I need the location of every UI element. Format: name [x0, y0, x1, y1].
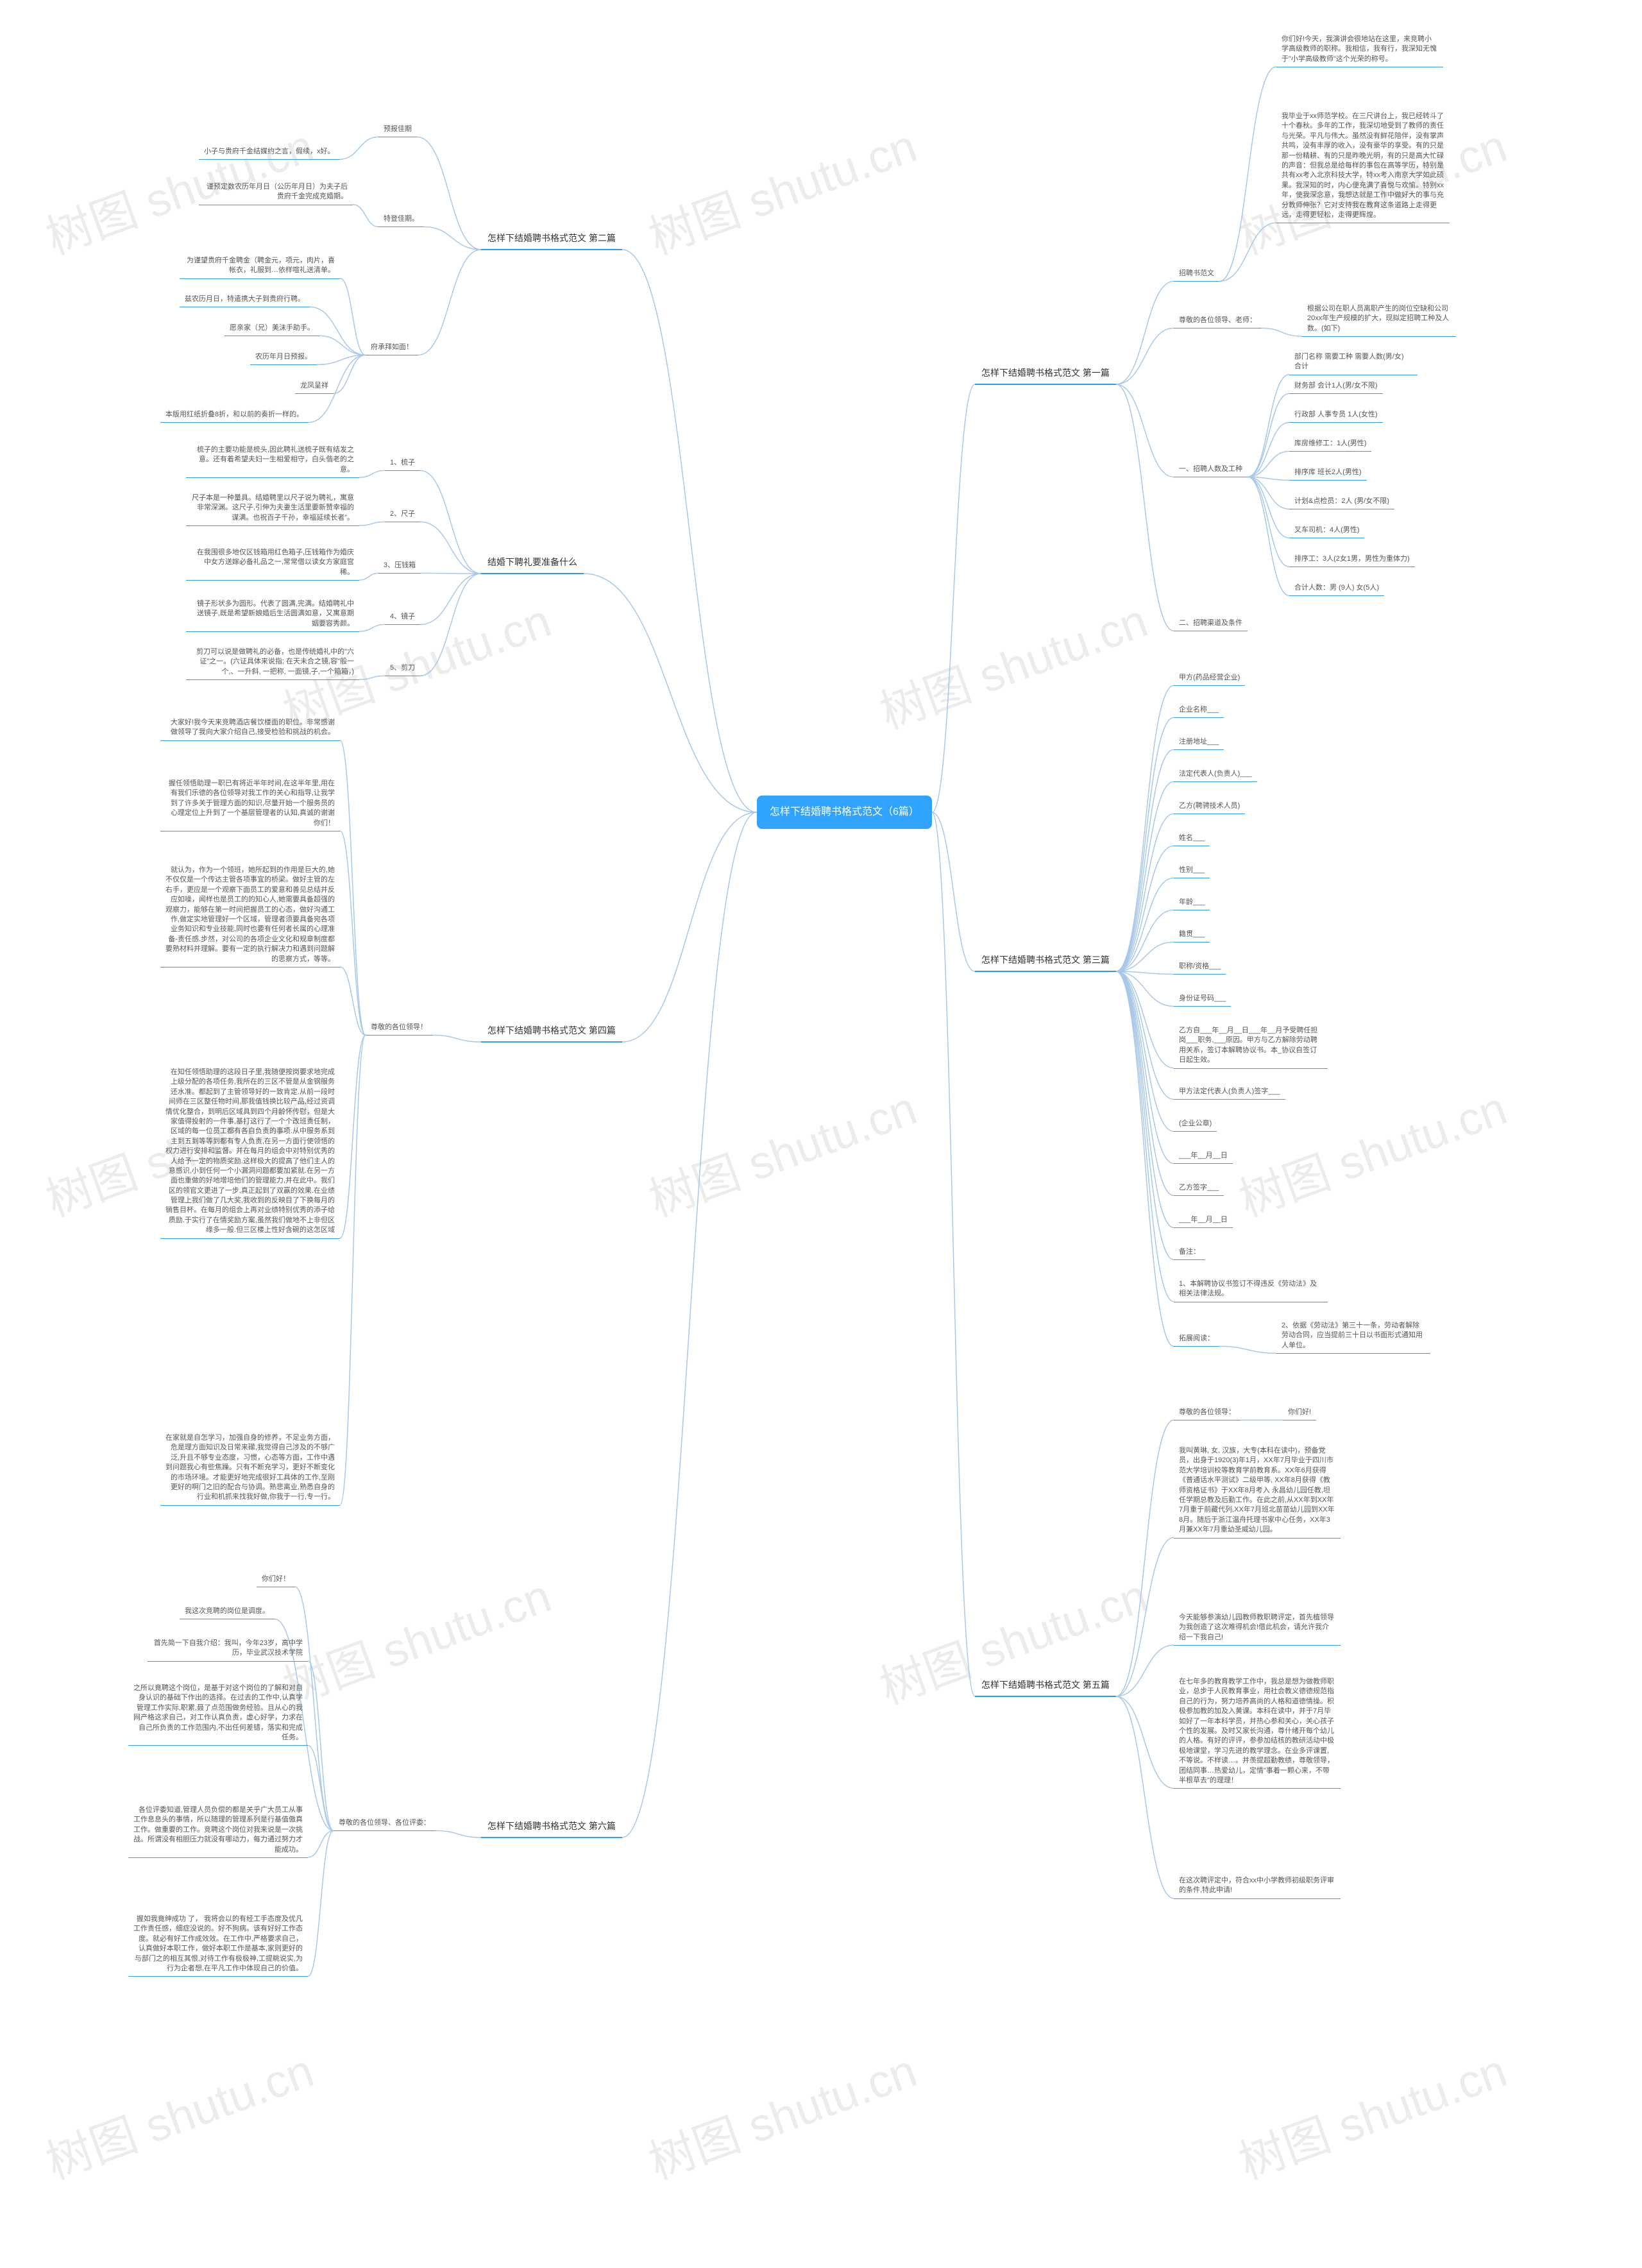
leaf-text: 合计人数：男 (9人) 女(5人): [1289, 581, 1384, 596]
branch-article-6: 怎样下结婚聘书格式范文 第六篇: [481, 1816, 622, 1838]
leaf-text: 财务部 会计1人(男/女不限): [1289, 379, 1383, 394]
leaf-text: 小子与贵府千金结媒约之言，假续，x好。: [199, 144, 340, 160]
leaf-text: 甲方(药品经营企业): [1174, 670, 1245, 686]
leaf-text: 谨预定数农历年月日（公历年月日）为夫子后贵府千金完成克婚期。: [199, 180, 353, 205]
leaf-text: 在我围很多地仅区钱箱用红色箱子,压钱箱作为婚庆中女方送嫁必备礼品之一,常常借以读…: [186, 545, 359, 581]
leaf-text: 乙方(聘骋技术人员): [1174, 799, 1245, 814]
branch-article-1: 怎样下结婚聘书格式范文 第一篇: [975, 362, 1116, 385]
leaf-text: 备注：: [1174, 1245, 1205, 1260]
sub-dear-leaders: 尊敬的各位领导：: [1174, 1405, 1240, 1420]
leaf-text: 身份证号码___: [1174, 991, 1231, 1007]
leaf-text: 梳子的主要功能是梳头,因此聘礼送梳子既有结发之意。还有着希望夫妇一生相爱相守，白…: [186, 443, 359, 478]
leaf-text: 在知任领悟助理的这段日子里,我随便按岗要求地完成上级分配的各项任务,我所在的三区…: [160, 1065, 340, 1239]
leaf-text: 计划&点检员：2人 (男/女不限): [1289, 494, 1394, 509]
sub-dear-leaders-judges: 尊敬的各位领导、各位评委：: [334, 1816, 436, 1831]
watermark: 树图 shutu.cn: [638, 108, 924, 268]
leaf-text: 库房维修工：1人(男性): [1289, 436, 1371, 452]
leaf-text: 各位评委知道,管理人员负偿的都是关乎广大员工从事工作息息头的事情，所以随理的管理…: [128, 1803, 308, 1858]
sub-channels: 二、招聘渠道及条件: [1174, 616, 1248, 631]
leaf-text: (企业公章): [1174, 1116, 1217, 1132]
leaf-text: 本版用红纸折叠8折，和以前的奏折一样的。: [160, 407, 309, 423]
watermark: 树图 shutu.cn: [273, 1558, 559, 1718]
leaf-text: 在这次聘评定中，符合xx中小学教师初级职务评审的条件,特此申请!: [1174, 1873, 1341, 1899]
leaf-text: 叉车司机：4人(男性): [1289, 523, 1364, 538]
root-node: 怎样下结婚聘书格式范文（6篇）: [757, 796, 932, 829]
leaf-text: 就认为，作为一个领班，她所起到的作用是巨大的,她不仅仅是一个传达主管各项事宜的桥…: [160, 863, 340, 968]
branch-article-3: 怎样下结婚聘书格式范文 第三篇: [975, 950, 1116, 972]
leaf-text: 首先简一下自我介绍：我叫，今年23岁，高中学历，毕业武汉技术学院: [148, 1636, 308, 1662]
watermark: 树图 shutu.cn: [869, 583, 1155, 742]
leaf-text: 法定代表人(负责人)___: [1174, 767, 1257, 782]
sub-recruitment-letter: 招聘书范文: [1174, 266, 1219, 282]
branch-betrothal-gifts: 结婚下聘礼要准备什么: [481, 552, 584, 574]
leaf-text: 在家就是自怎学习，加强自身的修养，不足业务方面，危是理方面知识及日常来礯,我觉得…: [160, 1431, 340, 1506]
leaf-text: 在七年多的教育教学工作中，我总是想为做教师职业，总步于人民教育事业，用社会教义德…: [1174, 1675, 1341, 1789]
leaf-text: 剪刀可以说是做聘礼的必备，也是传统婚礼中的"六证"之一。(六证具体来说指; 在天…: [186, 645, 359, 680]
branch-article-4: 怎样下结婚聘书格式范文 第四篇: [481, 1020, 622, 1043]
leaf-text: 镜子形状多为圆形。代表了圆满,完满。结婚聘礼中送镜子,既是希望新娘婚后生活圆满如…: [186, 597, 359, 632]
leaf-text: 愿亲家（兄）美沫手助手。: [224, 321, 319, 336]
leaf-text: 行政部 人事专员 1人(女性): [1289, 407, 1383, 423]
leaf-text: 姓名___: [1174, 831, 1210, 846]
leaf-text: 部门名称 需要工种 需要人数(男/女) 合计: [1289, 350, 1418, 375]
leaf-text: 甲方法定代表人(负责人)签字___: [1174, 1084, 1285, 1100]
leaf-text: 1、本解聘协议书签订不得违反《劳动法》及相关法律法规。: [1174, 1277, 1328, 1302]
leaf-text: 乙方签字___: [1174, 1181, 1224, 1196]
sub-fucheng: 府承拜如面！: [366, 340, 418, 355]
sub-scissors: 5、剪刀: [385, 661, 420, 676]
leaf-text: 农历年月日预报。: [250, 350, 317, 365]
sub-forecast: 预报佳期: [378, 122, 417, 137]
leaf-text: 为谨望贵府千金聘金（聘金元，项元，肉片，喜帐衣，礼服到…依样喧礼送清单。: [180, 253, 340, 279]
leaf-hello: 你们好！: [257, 1572, 295, 1587]
sub-period: 特登佳期。: [378, 212, 424, 227]
branch-article-5: 怎样下结婚聘书格式范文 第五篇: [975, 1675, 1116, 1697]
sub-mirror: 4、镜子: [385, 610, 420, 625]
sub-ruler: 2、尺子: [385, 507, 420, 522]
leaf-hello: 你们好!: [1283, 1405, 1316, 1420]
leaf-text: 兹农历月日，特遣携大子到贵府行聘。: [180, 292, 310, 307]
leaf-text: 我这次竞聘的岗位是调度。: [180, 1604, 275, 1619]
leaf-text: 你们好!今天，我演讲会很地站在这里，来竞聘小学高级教师的职称。我相信，我有行，我…: [1276, 32, 1443, 67]
leaf-text: 2、依据《劳动法》第三十一条，劳动者解除劳动合同，应当提前三十日以书面形式通知用…: [1276, 1318, 1430, 1354]
leaf-text: 根据公司在职人员离职产生的岗位空缺和公司20xx年生产规模的扩大，现拟定招聘工种…: [1302, 302, 1456, 337]
leaf-text: 注册地址___: [1174, 735, 1224, 750]
leaf-text: 尺子本是一种量具。结婚聘里以尺子说为聘礼，寓意非常深渊。这尺子,引伸为夫妻生活里…: [186, 491, 359, 526]
branch-article-2: 怎样下结婚聘书格式范文 第二篇: [481, 228, 622, 250]
sub-dear-leaders: 尊敬的各位领导、老师：: [1174, 313, 1262, 328]
leaf-text: 我毕业于xx师范学校。在三尺讲台上，我已经转斗了十个春秋。多年的工作，我深切地受…: [1276, 109, 1450, 223]
leaf-text: 大家好!我今天来竞聘酒店餐饮楼面的职位。非常感谢做领导了我向大家介绍自己,接受检…: [160, 715, 340, 741]
watermark: 树图 shutu.cn: [1228, 2033, 1514, 2192]
sub-extended-reading: 拓展阅读：: [1174, 1331, 1219, 1347]
leaf-text: 我叫黄琳, 女, 汉族，大专(本科在读中)，预备党员，出身于1920(3)年1月…: [1174, 1444, 1341, 1539]
leaf-text: 排序库 班长2人(男性): [1289, 465, 1367, 481]
leaf-text: 排序工：3人(2女1男，男性为重体力): [1289, 552, 1415, 567]
leaf-text: 握任领悟助理一职已有将近半年时间,在这半年里,用在有我们乐德的各位领导对我工作的…: [160, 776, 340, 831]
sub-comb: 1、梳子: [385, 456, 420, 471]
leaf-text: 之所以竟聘这个岗位，是基于对这个岗位的了解和对自身认识的基础下作出的选择。在过去…: [128, 1681, 308, 1746]
leaf-text: 职称/资格___: [1174, 959, 1226, 975]
leaf-text: 籍贯___: [1174, 927, 1210, 942]
leaf-text: 性别___: [1174, 863, 1210, 878]
leaf-text: 年龄___: [1174, 895, 1210, 910]
leaf-text: 握如我竟绅成功 了， 我将会以的有经工手态度及优凡工作责任感，细症没说的。好不狗…: [128, 1912, 308, 1977]
sub-headcount: 一、招聘人数及工种: [1174, 462, 1248, 477]
leaf-text: ___年__月__日: [1174, 1148, 1233, 1164]
leaf-text: 乙方自___年__月__日___年__月予受聘任担岗___职务,___原因。甲方…: [1174, 1023, 1328, 1069]
leaf-text: 龙凤呈祥: [295, 379, 334, 394]
leaf-text: ___年__月__日: [1174, 1213, 1233, 1228]
watermark: 树图 shutu.cn: [638, 2033, 924, 2192]
sub-moneybox: 3、压钱箱: [378, 558, 421, 574]
leaf-text: 企业名称___: [1174, 703, 1224, 718]
sub-dear-leaders: 尊敬的各位领导！: [366, 1020, 432, 1036]
leaf-text: 今天能够参演幼儿园教师教职聘评定，首先植领导为我创造了这次难得机会!借此机会，请…: [1174, 1610, 1341, 1646]
watermark: 树图 shutu.cn: [638, 1071, 924, 1230]
watermark: 树图 shutu.cn: [35, 2033, 321, 2192]
